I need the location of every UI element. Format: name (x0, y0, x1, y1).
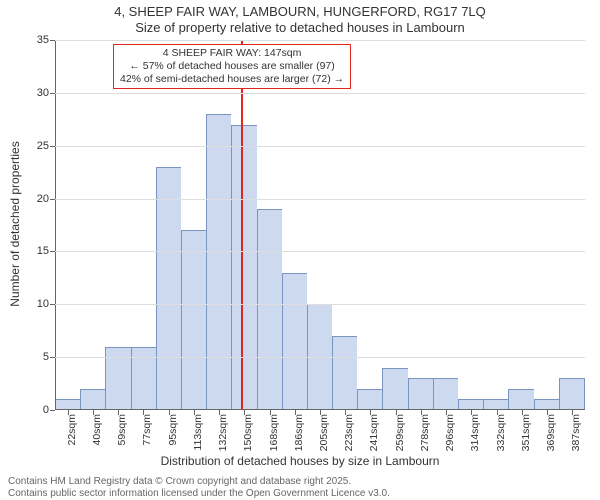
footnote: Contains HM Land Registry data © Crown c… (8, 476, 390, 500)
x-axis-label: Distribution of detached houses by size … (0, 454, 600, 468)
x-tick-label: 369sqm (545, 410, 557, 451)
x-tick-mark (244, 410, 245, 415)
x-tick-mark (396, 410, 397, 415)
x-tick-mark (219, 410, 220, 415)
y-tick-mark (50, 357, 55, 358)
bar (408, 378, 433, 410)
property-marker-line (241, 40, 243, 410)
bar (332, 336, 357, 410)
x-tick-label: 351sqm (520, 410, 532, 451)
x-tick-mark (345, 410, 346, 415)
x-tick-mark (522, 410, 523, 415)
x-tick-mark (169, 410, 170, 415)
y-tick-mark (50, 93, 55, 94)
bar (357, 389, 382, 410)
bar (131, 347, 156, 410)
property-annotation-box: 4 SHEEP FAIR WAY: 147sqm ← 57% of detach… (113, 44, 351, 89)
footnote-line-2: Contains public sector information licen… (8, 488, 390, 500)
x-tick-mark (118, 410, 119, 415)
y-tick-mark (50, 199, 55, 200)
gridline (55, 357, 585, 358)
x-tick-label: 186sqm (293, 410, 305, 451)
x-tick-mark (295, 410, 296, 415)
x-tick-mark (270, 410, 271, 415)
x-tick-mark (572, 410, 573, 415)
bar (181, 230, 206, 410)
bar (231, 125, 256, 410)
x-tick-label: 223sqm (343, 410, 355, 451)
gridline (55, 146, 585, 147)
y-axis-label: Number of detached properties (8, 59, 22, 224)
x-tick-label: 387sqm (570, 410, 582, 451)
y-tick-mark (50, 251, 55, 252)
bar (282, 273, 307, 410)
x-tick-label: 150sqm (242, 410, 254, 451)
bar (257, 209, 282, 410)
y-tick-mark (50, 304, 55, 305)
bar (206, 114, 231, 410)
annotation-line-3: 42% of semi-detached houses are larger (… (120, 73, 344, 86)
x-tick-mark (497, 410, 498, 415)
gridline (55, 251, 585, 252)
bar (80, 389, 105, 410)
x-tick-mark (421, 410, 422, 415)
annotation-line-2: ← 57% of detached houses are smaller (97… (120, 60, 344, 73)
annotation-line-1: 4 SHEEP FAIR WAY: 147sqm (120, 47, 344, 60)
bar (156, 167, 181, 410)
x-tick-label: 77sqm (141, 410, 153, 446)
x-tick-label: 278sqm (419, 410, 431, 451)
gridline (55, 199, 585, 200)
footnote-line-1: Contains HM Land Registry data © Crown c… (8, 476, 390, 488)
x-tick-mark (143, 410, 144, 415)
y-axis-line (55, 40, 56, 410)
gridline (55, 304, 585, 305)
x-tick-mark (68, 410, 69, 415)
y-tick-mark (50, 146, 55, 147)
x-tick-label: 59sqm (116, 410, 128, 446)
x-tick-label: 332sqm (495, 410, 507, 451)
x-tick-mark (93, 410, 94, 415)
x-tick-mark (320, 410, 321, 415)
x-tick-label: 113sqm (192, 410, 204, 451)
x-tick-label: 205sqm (318, 410, 330, 451)
y-tick-mark (50, 40, 55, 41)
bar (508, 389, 533, 410)
title-line-1: 4, SHEEP FAIR WAY, LAMBOURN, HUNGERFORD,… (0, 4, 600, 20)
x-tick-mark (446, 410, 447, 415)
x-tick-mark (471, 410, 472, 415)
title-line-2: Size of property relative to detached ho… (0, 20, 600, 36)
gridline (55, 93, 585, 94)
plot-area: 4 SHEEP FAIR WAY: 147sqm ← 57% of detach… (55, 40, 585, 410)
x-tick-label: 296sqm (444, 410, 456, 451)
bar (382, 368, 407, 410)
x-tick-mark (547, 410, 548, 415)
x-tick-label: 132sqm (217, 410, 229, 451)
bar (105, 347, 130, 410)
x-tick-label: 241sqm (368, 410, 380, 451)
x-tick-label: 22sqm (66, 410, 78, 446)
x-tick-label: 168sqm (268, 410, 280, 451)
x-tick-label: 314sqm (469, 410, 481, 451)
bar (433, 378, 458, 410)
gridline (55, 40, 585, 41)
x-tick-mark (370, 410, 371, 415)
x-tick-label: 259sqm (394, 410, 406, 451)
x-tick-mark (194, 410, 195, 415)
histogram-bars (55, 40, 585, 410)
x-tick-label: 40sqm (91, 410, 103, 446)
y-tick-mark (50, 410, 55, 411)
x-tick-label: 95sqm (167, 410, 179, 446)
bar (559, 378, 585, 410)
